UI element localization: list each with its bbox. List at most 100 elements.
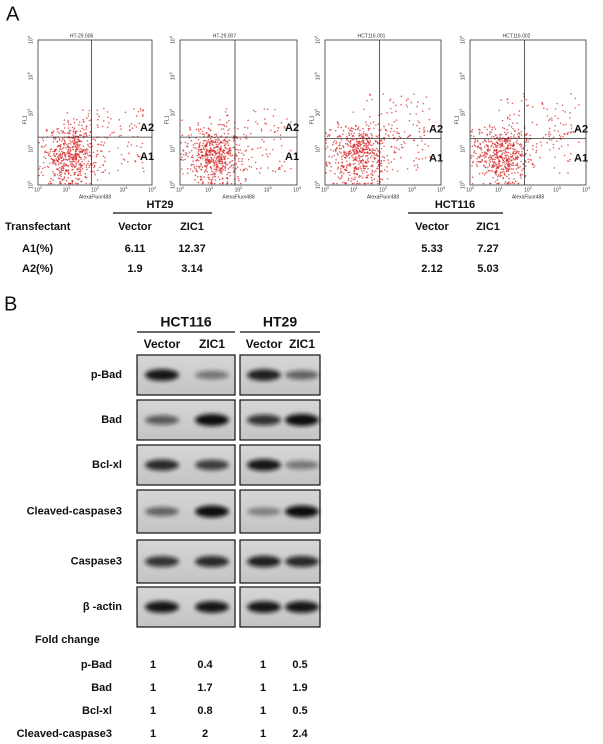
tick-exponent: 3 bbox=[269, 185, 272, 190]
event-dot bbox=[351, 135, 354, 138]
event-dot bbox=[219, 171, 222, 174]
event-dot bbox=[78, 159, 80, 161]
event-dot bbox=[358, 157, 361, 160]
event-dot bbox=[208, 128, 210, 130]
event-dot bbox=[361, 151, 364, 154]
event-dot bbox=[570, 127, 573, 130]
event-dot bbox=[357, 166, 360, 169]
event-dot bbox=[74, 171, 77, 174]
event-dot bbox=[418, 127, 421, 130]
event-dot bbox=[45, 151, 48, 154]
event-dot bbox=[350, 127, 353, 129]
event-dot bbox=[419, 135, 422, 138]
event-dot bbox=[353, 150, 356, 153]
event-dot bbox=[235, 167, 237, 170]
event-dot bbox=[483, 146, 486, 148]
event-dot bbox=[484, 166, 487, 169]
event-dot bbox=[343, 150, 345, 153]
event-dot bbox=[195, 128, 198, 131]
event-dot bbox=[494, 181, 497, 183]
event-dot bbox=[516, 133, 519, 136]
event-dot bbox=[386, 170, 389, 173]
event-dot bbox=[214, 139, 217, 141]
event-dot bbox=[227, 129, 229, 132]
event-dot bbox=[390, 127, 393, 130]
event-dot bbox=[214, 154, 217, 156]
event-dot bbox=[365, 165, 367, 168]
event-dot bbox=[376, 153, 378, 155]
event-dot bbox=[257, 147, 259, 149]
event-dot bbox=[216, 163, 218, 166]
event-dot bbox=[344, 169, 347, 172]
event-dot bbox=[494, 146, 497, 148]
event-dot bbox=[505, 155, 508, 158]
event-dot bbox=[46, 129, 48, 132]
event-dot bbox=[525, 138, 528, 141]
event-dot bbox=[558, 134, 561, 137]
x-tick-label: 103 bbox=[553, 185, 562, 193]
event-dot bbox=[192, 170, 194, 172]
event-dot bbox=[375, 124, 377, 126]
tick-exponent: 4 bbox=[313, 35, 318, 38]
event-dot bbox=[189, 126, 191, 129]
event-dot bbox=[574, 107, 576, 109]
event-dot bbox=[328, 155, 330, 158]
blot-band bbox=[285, 601, 319, 613]
event-dot bbox=[502, 159, 505, 162]
event-dot bbox=[38, 174, 40, 177]
event-dot bbox=[383, 145, 385, 148]
event-dot bbox=[49, 182, 52, 185]
event-dot bbox=[556, 140, 558, 143]
event-dot bbox=[57, 130, 59, 133]
event-dot bbox=[366, 159, 369, 161]
event-dot bbox=[75, 157, 77, 160]
tick-exponent: 3 bbox=[313, 72, 318, 75]
event-dot bbox=[202, 180, 204, 183]
event-dot bbox=[511, 102, 514, 105]
event-dot bbox=[59, 182, 61, 185]
event-dot bbox=[503, 170, 505, 173]
event-dot bbox=[358, 174, 361, 177]
event-dot bbox=[222, 139, 225, 142]
event-dot bbox=[402, 146, 404, 149]
event-dot bbox=[350, 129, 352, 132]
event-dot bbox=[201, 144, 204, 147]
event-dot bbox=[488, 169, 491, 172]
event-dot bbox=[359, 145, 362, 147]
event-dot bbox=[552, 136, 555, 139]
event-dot bbox=[412, 123, 415, 126]
tick-exponent: 3 bbox=[125, 185, 128, 190]
event-dot bbox=[516, 150, 519, 153]
event-dot bbox=[211, 173, 214, 176]
event-dot bbox=[85, 166, 88, 169]
event-dot bbox=[272, 170, 274, 172]
event-dot bbox=[80, 156, 82, 159]
event-dot bbox=[501, 153, 503, 156]
event-dot bbox=[203, 165, 206, 167]
x-tick-label: 102 bbox=[235, 185, 244, 193]
event-dot bbox=[367, 147, 370, 150]
event-dot bbox=[364, 121, 367, 124]
event-dot bbox=[416, 105, 418, 108]
event-dot bbox=[207, 138, 210, 141]
event-dot bbox=[520, 177, 522, 179]
event-dot bbox=[527, 104, 529, 106]
event-dot bbox=[521, 153, 524, 155]
event-dot bbox=[55, 158, 57, 160]
event-dot bbox=[498, 162, 500, 165]
event-dot bbox=[406, 136, 409, 139]
event-dot bbox=[127, 152, 130, 155]
event-dot bbox=[516, 122, 518, 124]
event-dot bbox=[345, 126, 347, 128]
event-dot bbox=[486, 133, 489, 136]
event-dot bbox=[141, 161, 144, 164]
event-dot bbox=[389, 98, 392, 101]
event-dot bbox=[576, 128, 579, 130]
event-dot bbox=[97, 118, 99, 121]
column-header: ZIC1 bbox=[180, 221, 204, 233]
event-dot bbox=[62, 130, 64, 133]
event-dot bbox=[249, 132, 252, 135]
event-dot bbox=[188, 137, 191, 139]
event-dot bbox=[355, 140, 358, 143]
event-dot bbox=[363, 152, 366, 155]
